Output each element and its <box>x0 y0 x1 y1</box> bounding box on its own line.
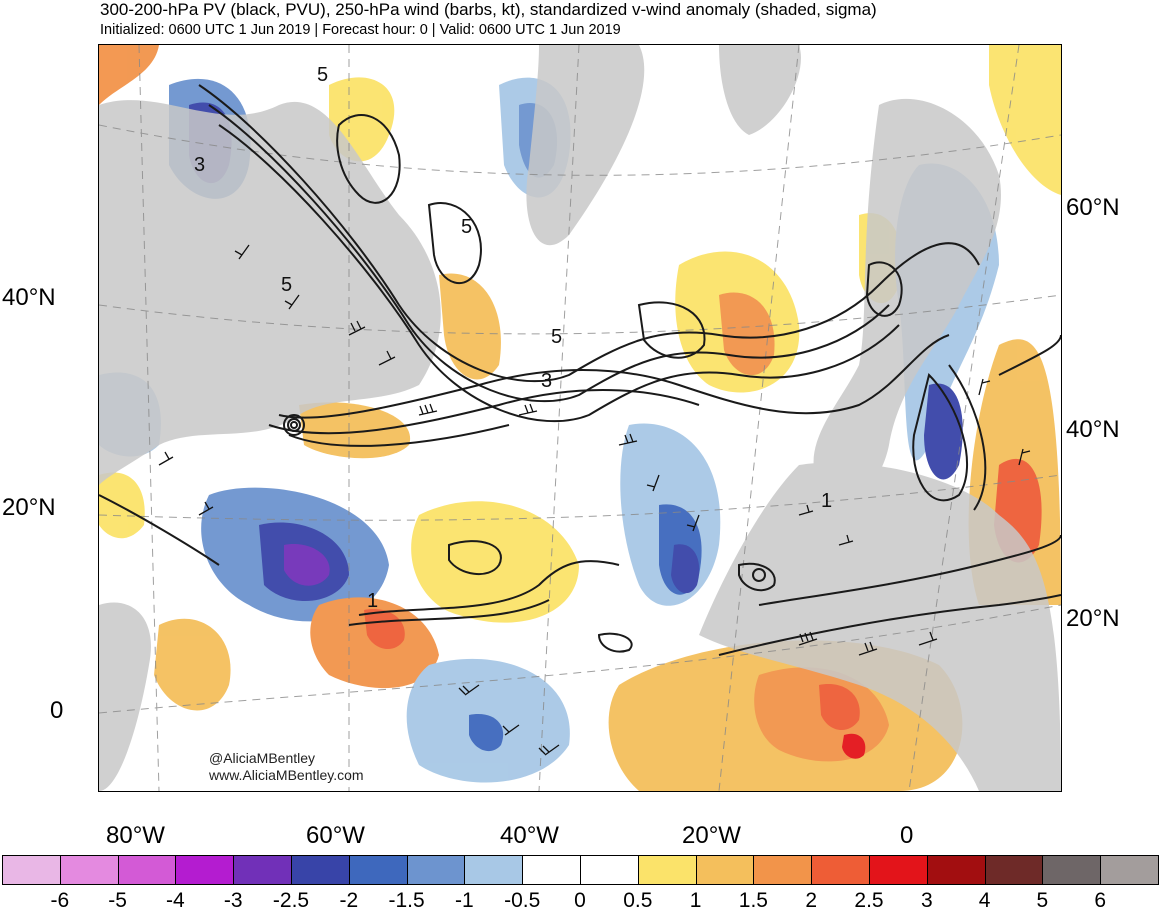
colorbar-swatch <box>637 855 697 885</box>
pv-contour-label: 3 <box>194 154 205 176</box>
lat-label-right: 60°N <box>1066 194 1120 221</box>
colorbar-tick-label: 5 <box>1036 889 1049 912</box>
land-africa <box>699 462 1061 791</box>
anomaly-positive-region <box>842 733 866 759</box>
credit-handle: @AliciaMBentley <box>209 750 316 766</box>
anomaly-positive-region <box>364 609 405 650</box>
colorbar-tick-label: -5 <box>108 889 127 912</box>
colorbar-tick-label: 4 <box>978 889 991 912</box>
colorbar-swatch <box>348 855 408 885</box>
lon-label: 80°W <box>106 822 165 849</box>
colorbar-swatch <box>59 855 119 885</box>
colorbar-swatch <box>117 855 177 885</box>
colorbar-swatch <box>522 855 581 885</box>
anomaly-positive-region <box>154 618 231 711</box>
pv-contour-label: 1 <box>821 490 832 512</box>
colorbar-tick-label: -1 <box>455 889 474 912</box>
colorbar-tick-label: -2 <box>339 889 359 912</box>
colorbar <box>2 855 1159 885</box>
lon-label: 20°W <box>682 822 741 849</box>
anomaly-negative-region <box>671 544 700 594</box>
colorbar-swatch <box>175 855 235 885</box>
lon-label: 60°W <box>306 822 365 849</box>
pv-contours <box>99 84 1061 656</box>
colorbar-swatch <box>233 855 292 885</box>
pv-contour-label: 5 <box>317 64 328 86</box>
map-canvas: 5 3 5 5 5 3 1 1 <box>99 45 1061 791</box>
anomaly-positive-region <box>819 684 860 731</box>
colorbar-swatch <box>811 855 870 885</box>
colorbar-swatch <box>580 855 639 885</box>
chart-title: 300-200-hPa PV (black, PVU), 250-hPa win… <box>100 0 877 19</box>
colorbar-swatch <box>291 855 350 885</box>
colorbar-swatch <box>1100 855 1159 885</box>
colorbar-tick-label: -3 <box>223 889 243 912</box>
anomaly-negative-region <box>284 544 330 586</box>
colorbar-tick-label: 6 <box>1094 889 1107 912</box>
land-south-america <box>99 602 151 791</box>
anomaly-positive-region <box>411 501 579 623</box>
anomaly-positive-region <box>989 45 1061 195</box>
colorbar-tick-label: -2.5 <box>272 889 310 912</box>
map-graticule <box>99 45 1061 791</box>
land-greenland <box>526 45 645 246</box>
land-north-america <box>99 100 441 485</box>
colorbar-swatch <box>695 855 755 885</box>
land-europe <box>813 98 1001 500</box>
lat-label-left: 0 <box>50 697 64 724</box>
anomaly-positive-region <box>439 273 501 380</box>
colorbar-tick-label: 1.5 <box>738 889 768 912</box>
colorbar-tick-label: 0.5 <box>623 889 653 912</box>
lon-label: 40°W <box>500 822 559 849</box>
lat-label-right: 20°N <box>1066 605 1120 632</box>
colorbar-swatch <box>2 855 61 885</box>
chart-subtitle: Initialized: 0600 UTC 1 Jun 2019 | Forec… <box>100 22 621 38</box>
colorbar-swatch <box>406 855 466 885</box>
land-masses <box>99 45 1061 791</box>
pv-contour-label: 5 <box>461 216 472 238</box>
wind-barbs <box>158 244 1031 756</box>
colorbar-tick-label: 3 <box>920 889 933 912</box>
pv-contour-label: 3 <box>541 370 552 392</box>
colorbar-swatch <box>1042 855 1102 885</box>
colorbar-tick-label: 2 <box>805 889 818 912</box>
colorbar-tick-label: 2.5 <box>854 889 884 912</box>
anomaly-positive-region <box>99 45 159 105</box>
colorbar-tick-label: 0 <box>574 889 586 912</box>
credit-website: www.AliciaMBentley.com <box>209 767 364 783</box>
weather-map: 5 3 5 5 5 3 1 1 @AliciaMBentley www.Alic… <box>98 44 1062 792</box>
colorbar-tick-label: -1.5 <box>388 889 425 912</box>
colorbar-swatch <box>753 855 813 885</box>
anomaly-negative-region <box>469 714 504 752</box>
lat-label-left: 40°N <box>2 284 56 311</box>
colorbar-tick-label: -0.5 <box>504 889 541 912</box>
colorbar-swatch <box>869 855 928 885</box>
colorbar-swatch <box>926 855 986 885</box>
colorbar-tick-label: -4 <box>166 889 185 912</box>
pv-contour-labels: 5 3 5 5 5 3 1 1 <box>194 64 832 612</box>
pv-contour-label: 1 <box>367 590 378 612</box>
colorbar-tick-label: -6 <box>50 889 70 912</box>
colorbar-swatch <box>464 855 524 885</box>
lon-label: 0 <box>900 822 914 849</box>
lat-label-left: 20°N <box>2 494 56 521</box>
pv-contour-label: 5 <box>551 326 562 348</box>
pv-contour-label: 5 <box>281 274 292 296</box>
anomaly-positive-region <box>719 292 775 376</box>
land-iceland-region <box>719 45 801 135</box>
anomaly-positive-region <box>99 472 145 539</box>
colorbar-tick-label: 1 <box>689 889 702 912</box>
colorbar-swatch <box>984 855 1044 885</box>
lat-label-right: 40°N <box>1066 416 1120 443</box>
